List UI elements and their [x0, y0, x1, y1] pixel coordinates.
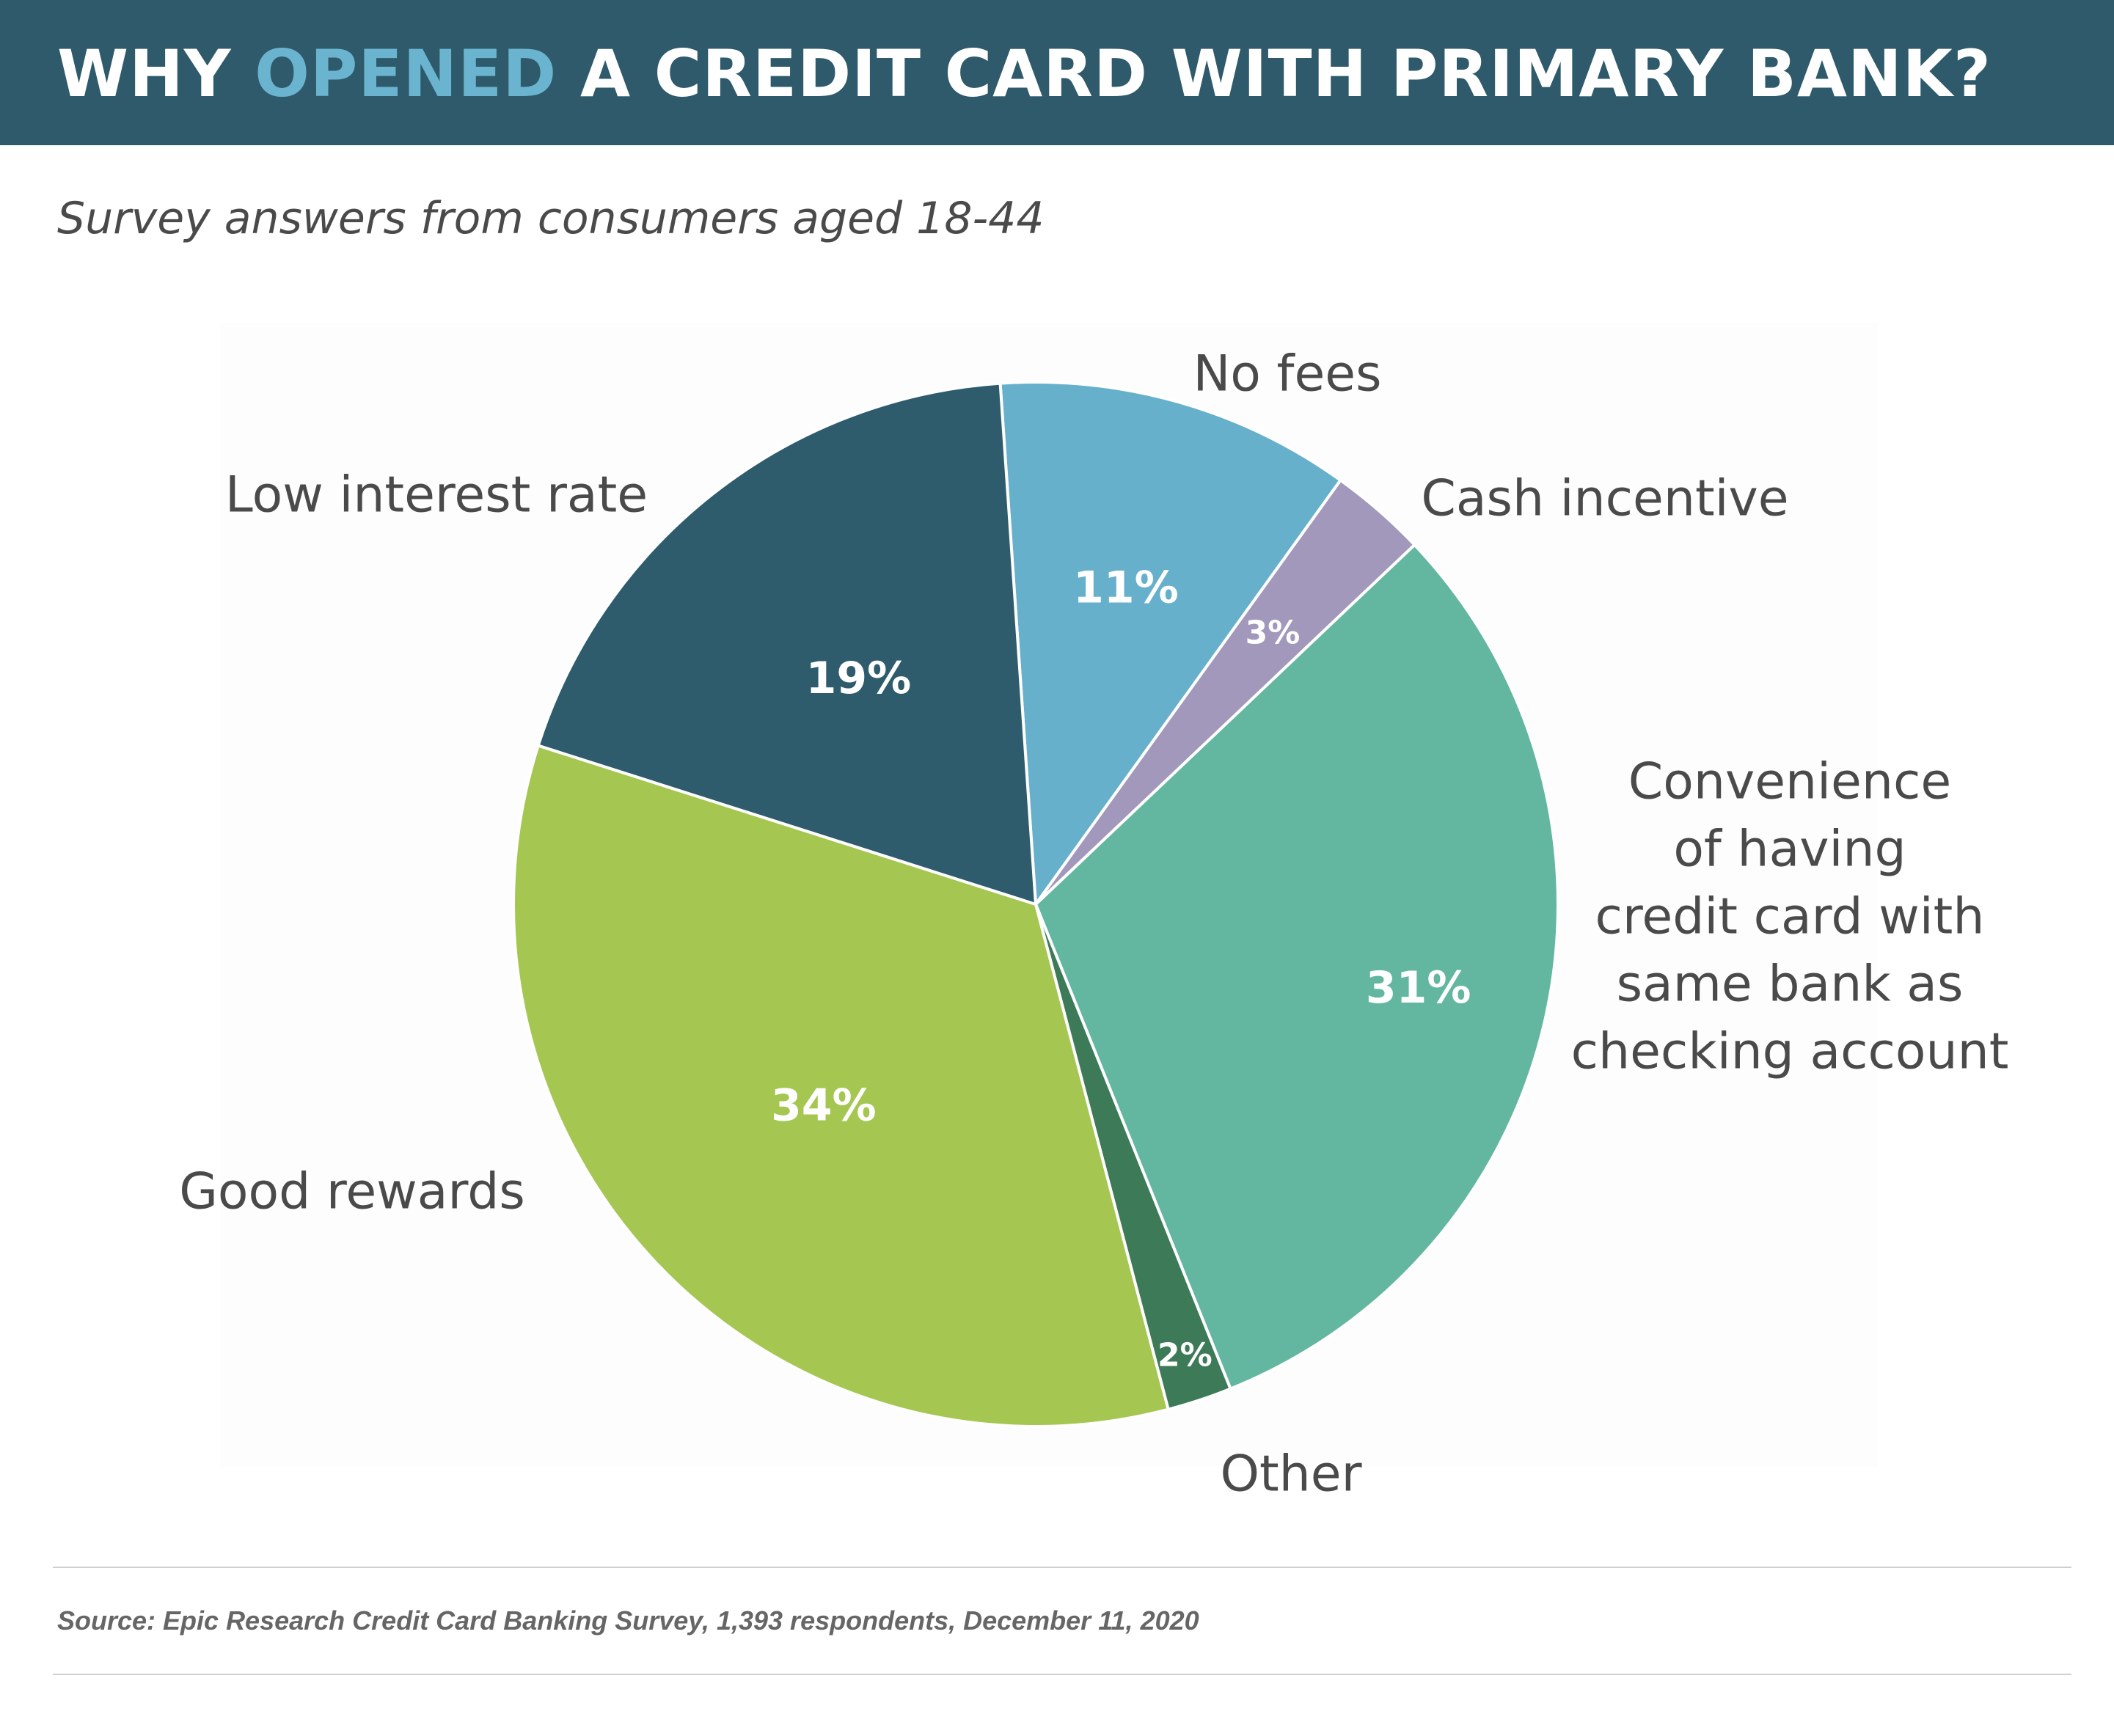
slice-label-low-interest-rate: Low interest rate [225, 466, 648, 524]
slice-label-line: No fees [1193, 345, 1381, 403]
divider-bottom [53, 1674, 2071, 1675]
slice-label-convenience-of-having-credit-card-with-same-bank-as-checking-account: Convenience of having credit card with same… [1571, 753, 2009, 1081]
slice-value-low-interest-rate: 19% [806, 653, 912, 704]
chart-title: WHY OPENED A CREDIT CARD WITH PRIMARY BA… [57, 34, 1992, 114]
slice-label-line: Cash incentive [1421, 470, 1788, 528]
divider-top [53, 1567, 2071, 1568]
title-bar [0, 0, 2114, 145]
slice-label-line: checking account [1571, 1023, 2009, 1081]
slice-label-line: Low interest rate [225, 466, 648, 524]
slice-label-line: Other [1220, 1446, 1361, 1504]
slice-value-no-fees: 11% [1073, 563, 1179, 614]
slice-value-cash-incentive: 3% [1246, 614, 1301, 651]
chart-subtitle: Survey answers from consumers aged 18-44 [57, 193, 1045, 244]
slice-value-other: 2% [1157, 1337, 1213, 1374]
slice-label-other: Other [1220, 1446, 1361, 1504]
source-note: Source: Epic Research Credit Card Bankin… [57, 1605, 1199, 1636]
slice-value-convenience-of-having-credit-card-with-same-bank-as-checking-account: 31% [1366, 962, 1471, 1014]
slice-label-cash-incentive: Cash incentive [1421, 470, 1788, 528]
slice-value-good-rewards: 34% [771, 1080, 877, 1132]
pie-slice-no-fees [998, 381, 1343, 909]
title-prefix: WHY [57, 36, 255, 111]
title-highlight: OPENED [255, 36, 557, 111]
slice-label-line: credit card with [1595, 888, 1985, 946]
slice-label-line: of having [1673, 821, 1906, 879]
pie-chart: 11% No fees 3% Cash incentive 31% Convenience… [179, 345, 2009, 1504]
pie-slice-good-rewards [512, 744, 1171, 1428]
slice-label-no-fees: No fees [1193, 345, 1381, 403]
slice-label-line: Good rewards [179, 1163, 525, 1221]
slice-label-line: same bank as [1617, 956, 1964, 1014]
slice-label-good-rewards: Good rewards [179, 1163, 525, 1221]
pie-slice-low-interest-rate [536, 381, 1038, 907]
pie-slice-convenience-of-having-credit-card-with-same-bank-as-checking-account [1034, 543, 1559, 1391]
title-suffix: A CREDIT CARD WITH PRIMARY BANK? [557, 36, 1992, 111]
slice-label-line: Convenience [1628, 753, 1951, 811]
